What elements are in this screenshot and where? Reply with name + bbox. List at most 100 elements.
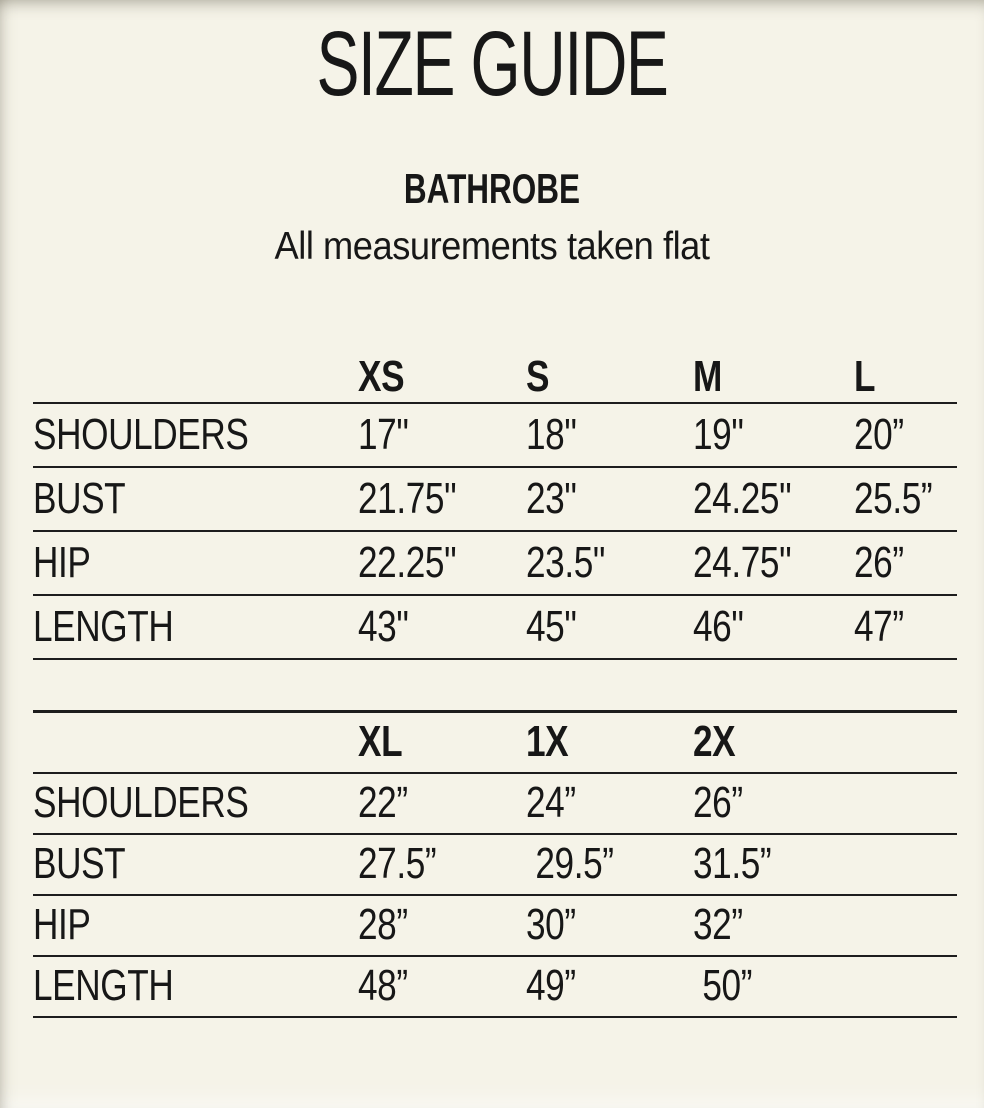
- cell-value: 17": [358, 410, 409, 459]
- table-row: LENGTH 48” 49” 50”: [33, 956, 957, 1017]
- cell-value: 21.75": [358, 474, 457, 523]
- cell-value: 49”: [526, 961, 576, 1010]
- cell-value: 31.5”: [693, 839, 772, 888]
- row-label: SHOULDERS: [33, 778, 249, 827]
- value-cell: 19": [693, 403, 854, 467]
- value-cell: 50”: [693, 956, 854, 1017]
- value-cell: 21.75": [358, 467, 526, 531]
- cell-value: 28”: [358, 900, 408, 949]
- value-cell: 22.25": [358, 531, 526, 595]
- column-header: S: [526, 352, 550, 401]
- cell-value: 24.75": [693, 538, 792, 587]
- cell-value: 19": [693, 410, 744, 459]
- value-cell: 24.25": [693, 467, 854, 531]
- value-cell: 32”: [693, 895, 854, 956]
- cell-value: 20”: [854, 410, 904, 459]
- table-row: HIP 28” 30” 32”: [33, 895, 957, 956]
- row-label: BUST: [33, 839, 126, 888]
- header-row: XL 1X 2X: [33, 712, 957, 773]
- cell-value: 48”: [358, 961, 408, 1010]
- column-header-cell: 1X: [526, 712, 693, 773]
- cell-value: 22.25": [358, 538, 457, 587]
- cell-value: 46": [693, 602, 744, 651]
- value-cell: 23.5": [526, 531, 693, 595]
- row-label-cell: BUST: [33, 834, 358, 895]
- cell-value: 23": [526, 474, 577, 523]
- cell-value: 43": [358, 602, 409, 651]
- value-cell: 47”: [854, 595, 957, 659]
- column-header: M: [693, 352, 722, 401]
- table-row: HIP 22.25" 23.5" 24.75" 26”: [33, 531, 957, 595]
- cell-value: 18": [526, 410, 577, 459]
- size-table-xl-2x: XL 1X 2X SHOULDERS 22” 24” 26” BUST 27.5” 29.5” 3…: [33, 710, 957, 1018]
- cell-value: 47”: [854, 602, 904, 651]
- row-label-cell: SHOULDERS: [33, 403, 358, 467]
- column-header-cell: XL: [358, 712, 526, 773]
- value-cell: 49”: [526, 956, 693, 1017]
- table-row: SHOULDERS 22” 24” 26”: [33, 773, 957, 834]
- column-header-cell: M: [693, 352, 854, 403]
- corner-cell: [33, 352, 358, 403]
- table-row: SHOULDERS 17" 18" 19" 20”: [33, 403, 957, 467]
- column-header: L: [854, 352, 876, 401]
- value-cell: 26”: [693, 773, 854, 834]
- value-cell: 30”: [526, 895, 693, 956]
- size-table-xs-l: XS S M L SHOULDERS 17" 18" 19" 20” BUST 21.75" 23" 2…: [33, 352, 957, 660]
- value-cell: 24”: [526, 773, 693, 834]
- row-label-cell: LENGTH: [33, 956, 358, 1017]
- row-label: HIP: [33, 900, 91, 949]
- cell-value: 24”: [526, 778, 576, 827]
- value-cell: 43": [358, 595, 526, 659]
- value-cell: 31.5”: [693, 834, 854, 895]
- row-label-cell: LENGTH: [33, 595, 358, 659]
- cell-value: 32”: [693, 900, 743, 949]
- column-header-cell: S: [526, 352, 693, 403]
- row-label: BUST: [33, 474, 126, 523]
- column-header-cell: [854, 712, 957, 773]
- cell-value: 26”: [854, 538, 904, 587]
- row-label-cell: SHOULDERS: [33, 773, 358, 834]
- cell-value: 45": [526, 602, 577, 651]
- row-label: HIP: [33, 538, 91, 587]
- value-cell: 27.5”: [358, 834, 526, 895]
- value-cell: 23": [526, 467, 693, 531]
- cell-value: 24.25": [693, 474, 792, 523]
- value-cell: 45": [526, 595, 693, 659]
- value-cell: 24.75": [693, 531, 854, 595]
- column-header-cell: 2X: [693, 712, 854, 773]
- column-header-cell: XS: [358, 352, 526, 403]
- row-label: LENGTH: [33, 602, 174, 651]
- row-label: SHOULDERS: [33, 410, 249, 459]
- value-cell: 29.5”: [526, 834, 693, 895]
- value-cell: 17": [358, 403, 526, 467]
- cell-value: 23.5": [526, 538, 606, 587]
- value-cell: 46": [693, 595, 854, 659]
- row-label-cell: HIP: [33, 531, 358, 595]
- cell-value: 27.5”: [358, 839, 437, 888]
- cell-value: 26”: [693, 778, 743, 827]
- value-cell: 26”: [854, 531, 957, 595]
- value-cell: 22”: [358, 773, 526, 834]
- row-label: LENGTH: [33, 961, 174, 1010]
- cell-value: 22”: [358, 778, 408, 827]
- value-cell: 20”: [854, 403, 957, 467]
- row-label-cell: HIP: [33, 895, 358, 956]
- header-row: XS S M L: [33, 352, 957, 403]
- value-cell: [854, 956, 957, 1017]
- column-header: XS: [358, 352, 405, 401]
- cell-value: 29.5”: [526, 839, 614, 888]
- table-row: LENGTH 43" 45" 46" 47”: [33, 595, 957, 659]
- value-cell: 25.5”: [854, 467, 957, 531]
- cell-value: 25.5”: [854, 474, 933, 523]
- measurement-note: All measurements taken flat: [274, 225, 710, 268]
- value-cell: [854, 834, 957, 895]
- page-title: SIZE GUIDE: [316, 13, 668, 115]
- corner-cell: [33, 712, 358, 773]
- value-cell: 18": [526, 403, 693, 467]
- table-row: BUST 21.75" 23" 24.25" 25.5”: [33, 467, 957, 531]
- row-label-cell: BUST: [33, 467, 358, 531]
- value-cell: [854, 773, 957, 834]
- value-cell: 28”: [358, 895, 526, 956]
- column-header-cell: L: [854, 352, 957, 403]
